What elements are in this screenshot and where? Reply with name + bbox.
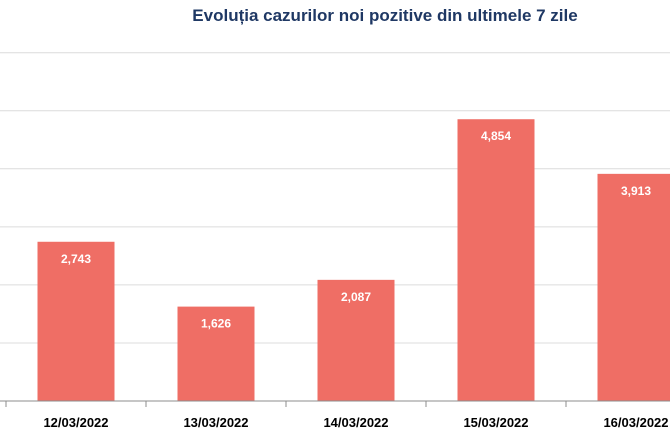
data-label: 2,743 [61,252,91,266]
data-label: 4,854 [481,129,511,143]
data-label: 1,626 [201,317,231,331]
x-tick-label: 15/03/2022 [463,415,528,430]
labels: 2,743 1,626 2,087 4,854 3,913 12/03/2022 13/03… [43,129,668,430]
bar [457,119,535,401]
x-tick-label: 12/03/2022 [43,415,108,430]
chart-title: Evoluția cazurilor noi pozitive din ulti… [192,6,578,25]
x-tick-label: 16/03/2022 [603,415,668,430]
bar [177,306,255,401]
data-label: 2,087 [341,290,371,304]
bar [597,173,670,401]
data-label: 3,913 [621,184,651,198]
bar [317,279,395,401]
bars [37,119,670,401]
x-tick-label: 14/03/2022 [323,415,388,430]
bar [37,241,115,401]
x-axis [0,400,670,407]
x-tick-label: 13/03/2022 [183,415,248,430]
